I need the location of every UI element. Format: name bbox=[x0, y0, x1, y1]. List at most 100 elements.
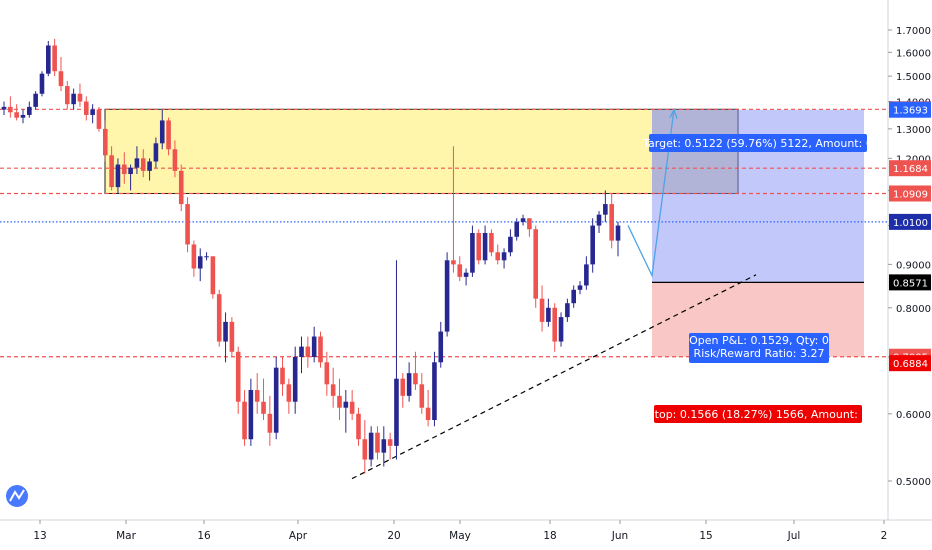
price-tick-11: 0.6000 bbox=[896, 410, 931, 421]
candle-body-82 bbox=[520, 218, 526, 222]
time-tick-1: Mar bbox=[116, 530, 136, 542]
candle-body-19 bbox=[121, 164, 127, 175]
candle-body-70 bbox=[444, 260, 450, 332]
candle-body-76 bbox=[482, 232, 488, 261]
candle-body-53 bbox=[337, 395, 342, 408]
candle-body-2 bbox=[14, 112, 19, 118]
price-tick-8: 0.9000 bbox=[896, 260, 931, 271]
candle-body-62 bbox=[394, 378, 399, 446]
candle-body-97 bbox=[615, 225, 621, 241]
target-label: Target: 0.5122 (59.76%) 5122, Amount: 0 bbox=[642, 137, 873, 150]
candle-body-9 bbox=[58, 71, 64, 87]
price-tick-5: 1.2000 bbox=[896, 154, 931, 165]
level-badge-2: 1.0909 bbox=[893, 189, 928, 200]
candle-body-33 bbox=[210, 256, 216, 295]
candle-body-55 bbox=[349, 401, 355, 414]
time-tick-7: Jun bbox=[611, 530, 628, 542]
candle-body-58 bbox=[368, 432, 374, 460]
candle-body-40 bbox=[254, 390, 260, 402]
price-tick-1: 1.6000 bbox=[896, 48, 931, 59]
candle-body-80 bbox=[508, 236, 513, 253]
candle-body-8 bbox=[52, 45, 57, 72]
candle-body-27 bbox=[172, 149, 178, 171]
candle-body-79 bbox=[501, 252, 507, 261]
candle-body-25 bbox=[159, 120, 165, 144]
candle-body-29 bbox=[185, 204, 190, 245]
candle-body-38 bbox=[242, 401, 247, 440]
candle-body-15 bbox=[96, 109, 102, 129]
candle-body-11 bbox=[71, 93, 76, 105]
candle-body-52 bbox=[330, 384, 336, 396]
candle-body-84 bbox=[533, 229, 539, 299]
price-tick-12: 0.5000 bbox=[896, 477, 931, 488]
price-badge-2-bg bbox=[889, 355, 931, 372]
candle-body-78 bbox=[495, 252, 501, 261]
pnl-box bbox=[689, 333, 829, 363]
level-badge-3-bg bbox=[889, 213, 931, 230]
trendline bbox=[351, 274, 757, 480]
candle-body-88 bbox=[558, 317, 564, 342]
candle-body-20 bbox=[128, 167, 133, 175]
candle-body-83 bbox=[527, 218, 532, 230]
candle-body-24 bbox=[153, 143, 159, 162]
candle-body-42 bbox=[267, 413, 273, 433]
rr-label: Risk/Reward Ratio: 3.27 bbox=[694, 347, 825, 360]
candle-body-28 bbox=[178, 170, 184, 205]
level-badge-1-bg bbox=[889, 160, 931, 177]
time-tick-2: 16 bbox=[197, 530, 211, 542]
price-tick-2: 1.5000 bbox=[896, 72, 931, 83]
level-badge-3: 1.0100 bbox=[893, 218, 928, 229]
candle-body-48 bbox=[305, 346, 311, 357]
time-tick-0: 13 bbox=[33, 530, 46, 542]
candle-body-5 bbox=[33, 93, 38, 107]
candle-body-13 bbox=[83, 101, 89, 115]
candle-body-61 bbox=[387, 439, 393, 446]
candle-body-74 bbox=[470, 232, 475, 273]
candle-body-95 bbox=[603, 204, 608, 215]
candle-body-73 bbox=[463, 272, 469, 277]
candle-body-21 bbox=[134, 158, 140, 168]
candle-body-93 bbox=[590, 225, 595, 265]
level-badge-1: 1.1684 bbox=[893, 164, 928, 175]
candle-body-7 bbox=[46, 45, 51, 74]
candle-body-14 bbox=[90, 109, 95, 115]
price-tick-9: 0.8000 bbox=[896, 304, 931, 315]
candle-body-56 bbox=[356, 413, 361, 440]
pnl-label: Open P&L: 0.1529, Qty: 0 bbox=[689, 334, 829, 347]
tradingview-logo[interactable] bbox=[6, 485, 28, 507]
candle-body-72 bbox=[457, 264, 463, 277]
candle-body-17 bbox=[109, 155, 114, 188]
candle-body-4 bbox=[27, 106, 32, 115]
candle-body-66 bbox=[419, 384, 425, 408]
projection-path bbox=[627, 109, 675, 278]
candle-body-67 bbox=[425, 407, 431, 421]
stop-label: Stop: 0.1566 (18.27%) 1566, Amount: 0 bbox=[648, 408, 869, 421]
time-tick-3: Apr bbox=[289, 530, 308, 542]
candle-body-36 bbox=[229, 321, 235, 352]
candle-body-0 bbox=[1, 106, 7, 110]
time-tick-10: 2 bbox=[881, 530, 888, 542]
price-badge-0: 1.3693 bbox=[893, 106, 928, 117]
candle-body-59 bbox=[375, 432, 380, 453]
price-badge-2: 0.6884 bbox=[893, 359, 928, 370]
candle-body-75 bbox=[476, 232, 482, 261]
candle-body-50 bbox=[318, 336, 323, 363]
candle-body-57 bbox=[362, 439, 368, 460]
projection-layer bbox=[627, 108, 678, 278]
candle-body-86 bbox=[546, 307, 551, 322]
candle-body-43 bbox=[273, 367, 279, 433]
time-tick-9: Jul bbox=[787, 530, 801, 542]
candle-body-45 bbox=[286, 384, 292, 402]
candle-body-46 bbox=[292, 356, 298, 402]
candle-body-81 bbox=[514, 221, 520, 237]
candle-body-16 bbox=[102, 128, 108, 156]
target-label-box bbox=[649, 134, 867, 152]
projection-arrowhead bbox=[669, 108, 678, 119]
candle-body-65 bbox=[413, 373, 418, 385]
time-tick-8: 15 bbox=[699, 530, 712, 542]
candle-body-10 bbox=[65, 86, 70, 105]
time-axis-bg bbox=[0, 520, 932, 550]
candle-body-90 bbox=[571, 289, 576, 304]
